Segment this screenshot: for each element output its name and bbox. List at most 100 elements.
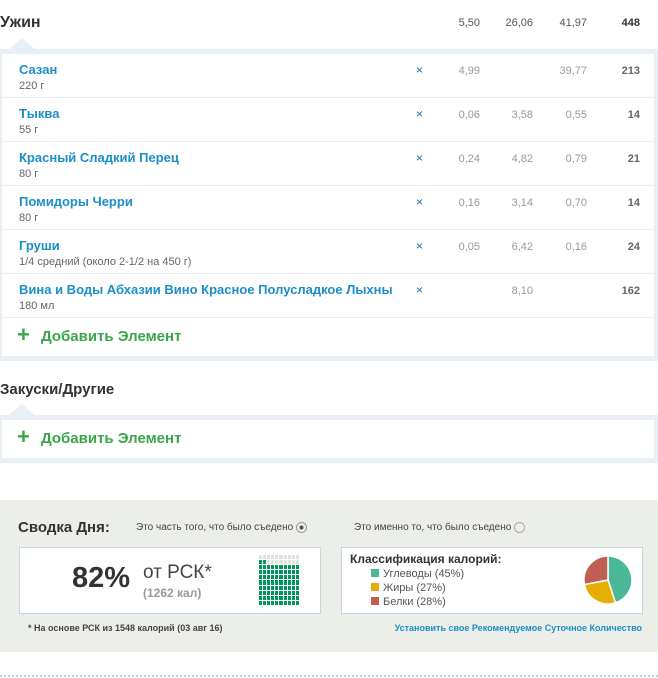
grid-cell bbox=[271, 565, 275, 570]
grid-cell bbox=[295, 600, 299, 605]
grid-cell bbox=[263, 555, 267, 560]
remove-icon[interactable]: × bbox=[416, 107, 424, 121]
food-name-link[interactable]: Вина и Воды Абхазии Вино Красное Полусла… bbox=[19, 282, 393, 297]
food-name-link[interactable]: Сазан bbox=[19, 62, 58, 77]
nutrient-value: 0,70 bbox=[565, 197, 587, 209]
grid-cell bbox=[283, 600, 287, 605]
nutrient-value: 21 bbox=[627, 153, 640, 165]
remove-icon[interactable]: × bbox=[416, 239, 424, 253]
grid-cell bbox=[291, 575, 295, 580]
grid-cell bbox=[287, 575, 291, 580]
remove-icon[interactable]: × bbox=[416, 151, 424, 165]
add-item-button[interactable]: + Добавить Элемент bbox=[2, 318, 654, 356]
grid-cell bbox=[291, 590, 295, 595]
radio-partial[interactable] bbox=[295, 522, 307, 533]
grid-cell bbox=[263, 590, 267, 595]
grid-cell bbox=[287, 600, 291, 605]
grid-cell bbox=[259, 570, 263, 575]
grid-cell bbox=[259, 555, 263, 560]
grid-cell bbox=[287, 595, 291, 600]
option-partial[interactable]: Это часть того, что было съедено bbox=[136, 522, 307, 533]
set-rdi-link[interactable]: Установить свое Рекомендуемое Суточное К… bbox=[394, 623, 642, 633]
remove-icon[interactable]: × bbox=[416, 195, 424, 209]
grid-cell bbox=[275, 555, 279, 560]
grid-cell bbox=[267, 590, 271, 595]
dinner-total-1: 5,50 bbox=[458, 17, 480, 29]
grid-cell bbox=[275, 580, 279, 585]
nutrient-value: 0,05 bbox=[458, 241, 480, 253]
grid-cell bbox=[279, 570, 283, 575]
grid-cell bbox=[279, 555, 283, 560]
grid-cell bbox=[295, 580, 299, 585]
grid-cell bbox=[295, 560, 299, 565]
grid-cell bbox=[259, 565, 263, 570]
grid-cell bbox=[259, 585, 263, 590]
nutrient-value: 162 bbox=[621, 285, 640, 297]
add-item-button[interactable]: + Добавить Элемент bbox=[2, 420, 654, 458]
food-row: Помидоры Черри 80 г × 0,16 3,14 0,70 14 bbox=[2, 186, 654, 230]
grid-cell bbox=[295, 590, 299, 595]
grid-cell bbox=[267, 575, 271, 580]
rdi-grid bbox=[259, 555, 299, 605]
grid-cell bbox=[291, 565, 295, 570]
food-quantity: 1/4 средний (около 2-1/2 на 450 г) bbox=[19, 256, 192, 268]
grid-cell bbox=[283, 555, 287, 560]
grid-cell bbox=[287, 590, 291, 595]
pie-slice bbox=[583, 579, 617, 605]
food-name-link[interactable]: Красный Сладкий Перец bbox=[19, 150, 179, 165]
remove-icon[interactable]: × bbox=[416, 283, 424, 297]
nutrient-value: 0,79 bbox=[565, 153, 587, 165]
food-name-link[interactable]: Тыква bbox=[19, 106, 60, 121]
grid-cell bbox=[259, 600, 263, 605]
radio-exact[interactable] bbox=[514, 522, 526, 533]
grid-cell bbox=[295, 585, 299, 590]
grid-cell bbox=[295, 555, 299, 560]
grid-cell bbox=[267, 565, 271, 570]
dinner-items: Сазан 220 г × 4,99 39,77 213 Тыква 55 г × 0,0… bbox=[2, 54, 654, 356]
food-quantity: 80 г bbox=[19, 168, 39, 180]
food-name-link[interactable]: Груши bbox=[19, 238, 60, 253]
food-name-link[interactable]: Помидоры Черри bbox=[19, 194, 133, 209]
rdi-of-label: от РСК* bbox=[143, 562, 212, 583]
food-row: Тыква 55 г × 0,06 3,58 0,55 14 bbox=[2, 98, 654, 142]
grid-cell bbox=[287, 570, 291, 575]
grid-cell bbox=[291, 555, 295, 560]
nutrient-value: 14 bbox=[627, 109, 640, 121]
grid-cell bbox=[291, 560, 295, 565]
grid-cell bbox=[295, 570, 299, 575]
plus-icon: + bbox=[17, 424, 30, 449]
grid-cell bbox=[283, 590, 287, 595]
nutrient-value: 0,16 bbox=[565, 241, 587, 253]
add-item-label: Добавить Элемент bbox=[41, 430, 182, 447]
remove-icon[interactable]: × bbox=[416, 63, 424, 77]
calorie-class-title: Классификация калорий: bbox=[350, 552, 502, 566]
food-row: Сазан 220 г × 4,99 39,77 213 bbox=[2, 54, 654, 98]
grid-cell bbox=[263, 565, 267, 570]
nutrient-value: 39,77 bbox=[559, 65, 587, 77]
rdi-kcal: (1262 кал) bbox=[143, 586, 202, 600]
food-quantity: 220 г bbox=[19, 80, 45, 92]
grid-cell bbox=[263, 600, 267, 605]
grid-cell bbox=[291, 595, 295, 600]
legend-swatch bbox=[371, 583, 379, 591]
grid-cell bbox=[287, 580, 291, 585]
grid-cell bbox=[271, 580, 275, 585]
grid-cell bbox=[263, 595, 267, 600]
nutrient-value: 0,06 bbox=[458, 109, 480, 121]
grid-cell bbox=[263, 570, 267, 575]
option-exact[interactable]: Это именно то, что было съедено bbox=[354, 522, 526, 534]
grid-cell bbox=[275, 565, 279, 570]
nutrient-value: 4,82 bbox=[511, 153, 533, 165]
grid-cell bbox=[267, 585, 271, 590]
grid-cell bbox=[271, 595, 275, 600]
grid-cell bbox=[267, 595, 271, 600]
grid-cell bbox=[267, 570, 271, 575]
nutrient-value: 8,10 bbox=[511, 285, 533, 297]
grid-cell bbox=[283, 585, 287, 590]
grid-cell bbox=[271, 570, 275, 575]
grid-cell bbox=[275, 560, 279, 565]
notch bbox=[8, 404, 36, 416]
option-exact-label: Это именно то, что было съедено bbox=[354, 522, 512, 534]
grid-cell bbox=[275, 585, 279, 590]
dinner-total-2: 26,06 bbox=[505, 17, 533, 29]
